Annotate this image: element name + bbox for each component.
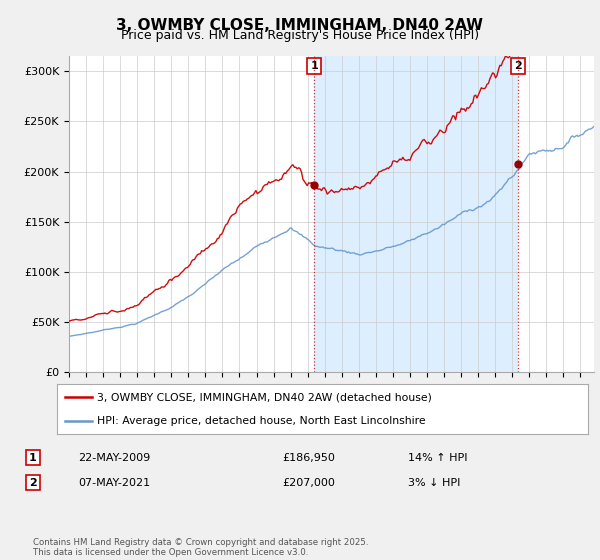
Text: 1: 1	[29, 452, 37, 463]
Text: 1: 1	[310, 61, 318, 71]
Text: 22-MAY-2009: 22-MAY-2009	[78, 452, 150, 463]
Text: 2: 2	[514, 61, 522, 71]
Text: 3% ↓ HPI: 3% ↓ HPI	[408, 478, 460, 488]
Text: £186,950: £186,950	[282, 452, 335, 463]
Text: £207,000: £207,000	[282, 478, 335, 488]
Text: 3, OWMBY CLOSE, IMMINGHAM, DN40 2AW: 3, OWMBY CLOSE, IMMINGHAM, DN40 2AW	[116, 18, 484, 33]
Text: Contains HM Land Registry data © Crown copyright and database right 2025.
This d: Contains HM Land Registry data © Crown c…	[33, 538, 368, 557]
Bar	[314, 56, 518, 372]
Text: HPI: Average price, detached house, North East Lincolnshire: HPI: Average price, detached house, Nort…	[97, 417, 425, 426]
Text: 3, OWMBY CLOSE, IMMINGHAM, DN40 2AW (detached house): 3, OWMBY CLOSE, IMMINGHAM, DN40 2AW (det…	[97, 392, 432, 402]
Text: 2: 2	[29, 478, 37, 488]
Text: Price paid vs. HM Land Registry's House Price Index (HPI): Price paid vs. HM Land Registry's House …	[121, 29, 479, 42]
Text: 07-MAY-2021: 07-MAY-2021	[78, 478, 150, 488]
Text: 14% ↑ HPI: 14% ↑ HPI	[408, 452, 467, 463]
